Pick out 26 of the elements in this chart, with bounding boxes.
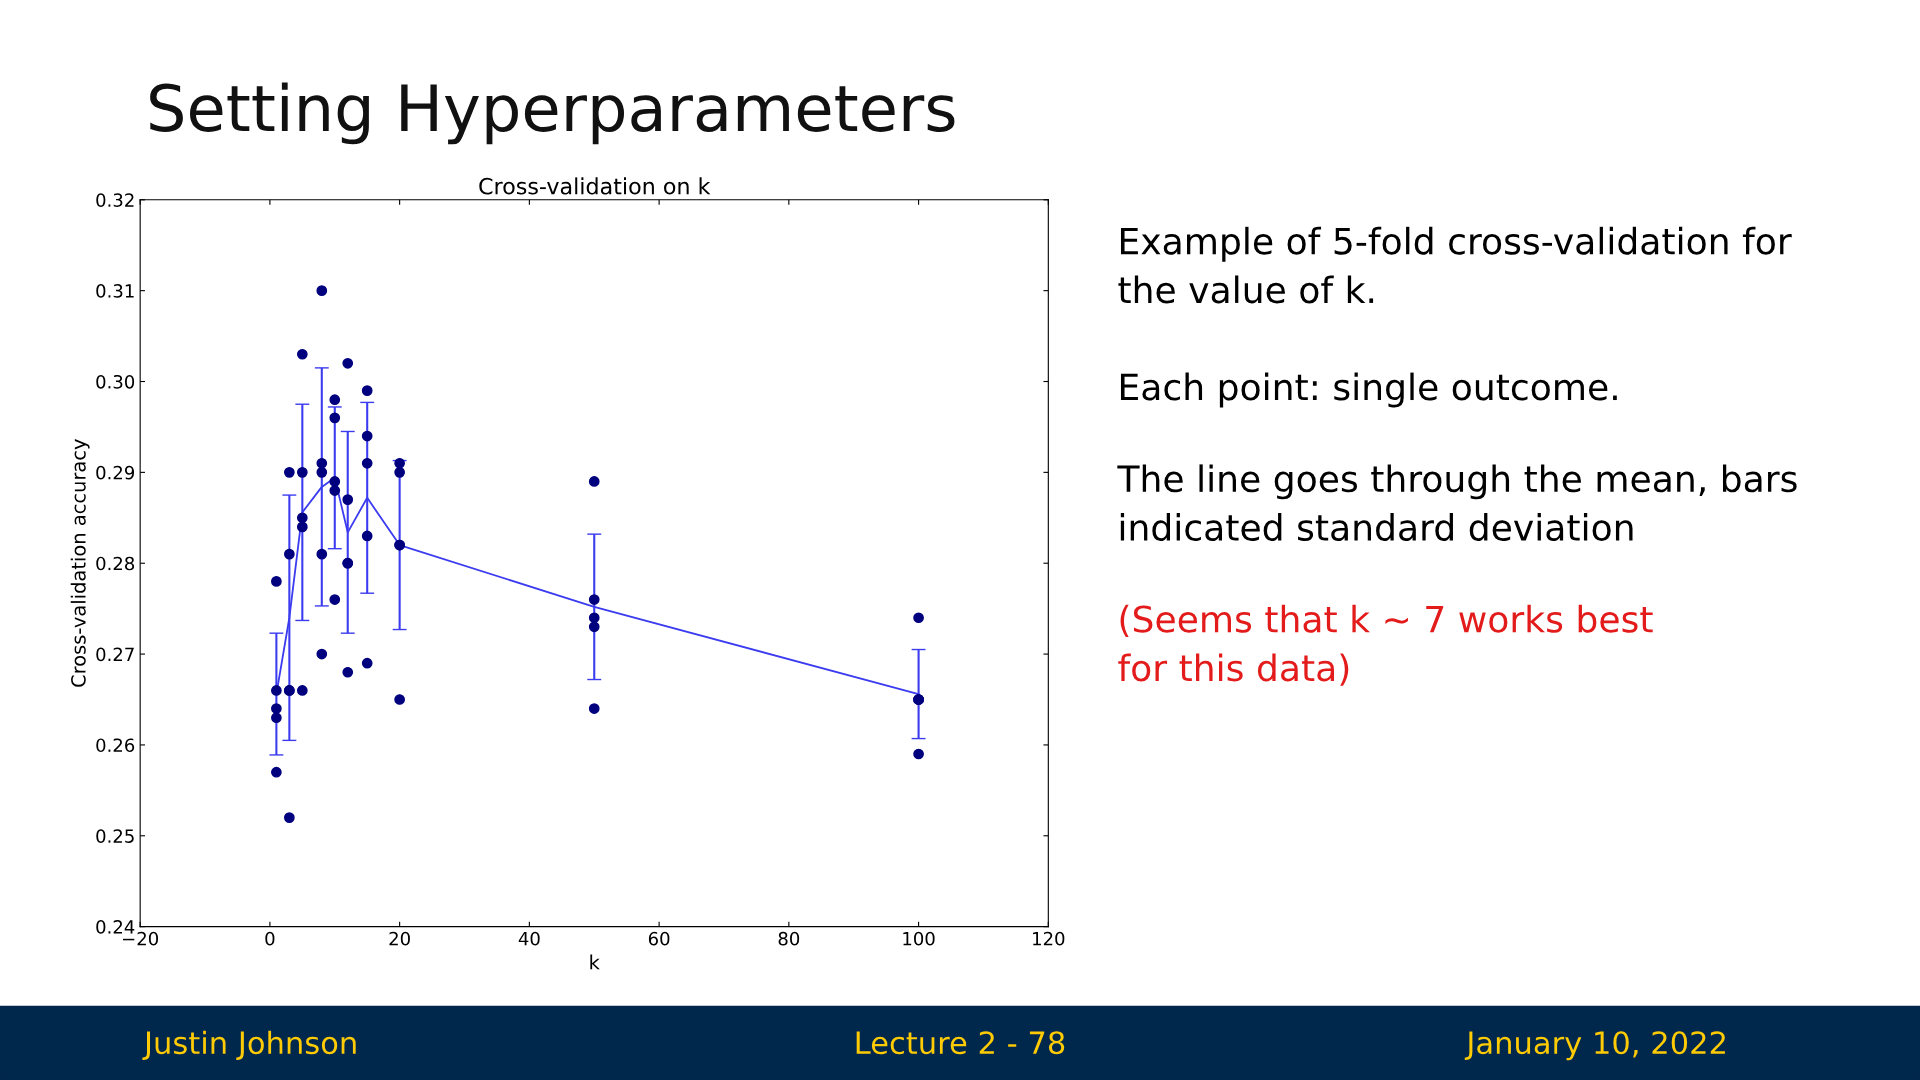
y-tick-label: 0.29 bbox=[96, 465, 135, 480]
chart-subtitle: Cross-validation on k bbox=[479, 177, 711, 195]
y-tick-label: 0.26 bbox=[96, 738, 135, 753]
x-tick-label: 40 bbox=[518, 931, 540, 946]
x-axis-title: k bbox=[590, 954, 600, 970]
y-axis-title: Cross-validation accuracy bbox=[70, 439, 90, 687]
y-tick-label: 0.30 bbox=[96, 374, 135, 389]
x-tick-label: 60 bbox=[648, 931, 670, 946]
y-tick-label: 0.32 bbox=[96, 193, 134, 207]
text: Lecture 2 - 78 bbox=[856, 1031, 1065, 1055]
chart-title: Setting Hyperparameters bbox=[150, 82, 955, 145]
text: January 10, 2022 bbox=[1464, 1031, 1725, 1061]
text: The line goes through the mean, bars indicated standard deviation bbox=[1117, 464, 1797, 542]
x-tick-label: 0 bbox=[265, 931, 275, 946]
x-tick-label: 120 bbox=[1033, 931, 1065, 946]
x-tick-label: 20 bbox=[389, 931, 410, 946]
y-tick-label: 0.31 bbox=[96, 284, 134, 298]
x-tick-label: 80 bbox=[778, 931, 800, 946]
x-tick-label: 100 bbox=[903, 931, 935, 946]
text: (Seems that k ~ 7 works best for this data) bbox=[1118, 604, 1653, 686]
text: Example of 5-fold cross-validation for the value of k. bbox=[1118, 226, 1792, 304]
text: Each point: single outcome. bbox=[1120, 372, 1617, 408]
y-tick-label: 0.27 bbox=[96, 647, 134, 662]
text: Justin Johnson bbox=[142, 1030, 356, 1060]
y-tick-label: 0.25 bbox=[96, 829, 134, 843]
y-tick-label: 0.28 bbox=[96, 556, 135, 571]
